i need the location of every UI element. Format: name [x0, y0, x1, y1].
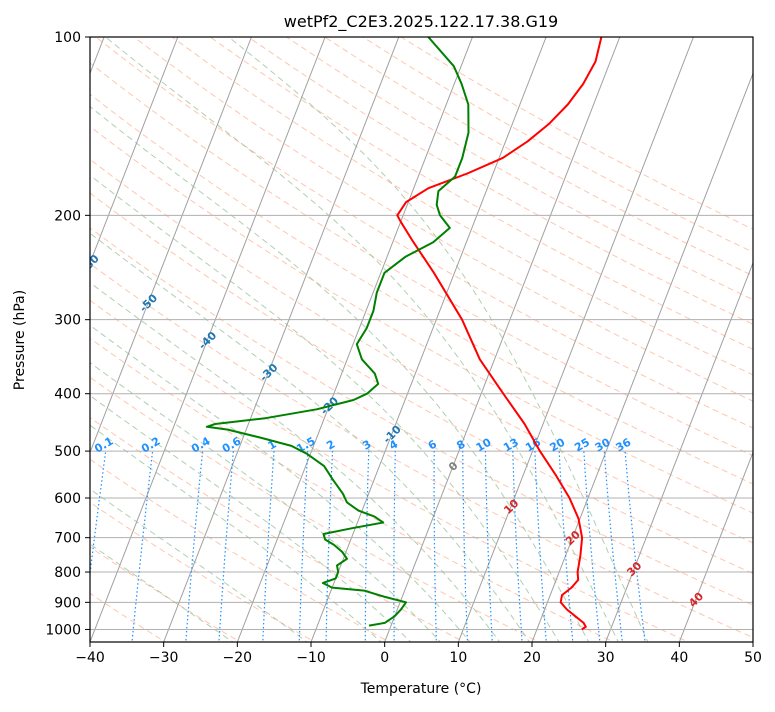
- chart-title: wetPf2_C2E3.2025.122.17.38.G19: [284, 12, 558, 32]
- y-axis-label: Pressure (hPa): [12, 290, 28, 390]
- x-tick-label: −40: [75, 650, 105, 666]
- x-axis-label: Temperature (°C): [360, 681, 482, 697]
- y-tick-label: 100: [54, 30, 81, 46]
- y-tick-label: 900: [54, 595, 81, 611]
- x-tick-label: 0: [380, 650, 389, 666]
- y-tick-label: 300: [54, 313, 81, 329]
- x-tick-label: −30: [149, 650, 179, 666]
- y-tick-label: 700: [54, 531, 81, 547]
- x-tick-label: −10: [296, 650, 326, 666]
- y-tick-label: 400: [54, 387, 81, 403]
- y-tick-label: 500: [54, 444, 81, 460]
- x-tick-label: 30: [597, 650, 615, 666]
- x-tick-label: 50: [744, 650, 762, 666]
- y-tick-label: 600: [54, 491, 81, 507]
- x-tick-label: 40: [670, 650, 688, 666]
- x-tick-label: 20: [523, 650, 541, 666]
- y-tick-label: 800: [54, 565, 81, 581]
- y-tick-label: 200: [54, 208, 81, 224]
- x-tick-label: −20: [223, 650, 253, 666]
- x-tick-label: 10: [449, 650, 467, 666]
- y-tick-label: 1000: [45, 622, 81, 638]
